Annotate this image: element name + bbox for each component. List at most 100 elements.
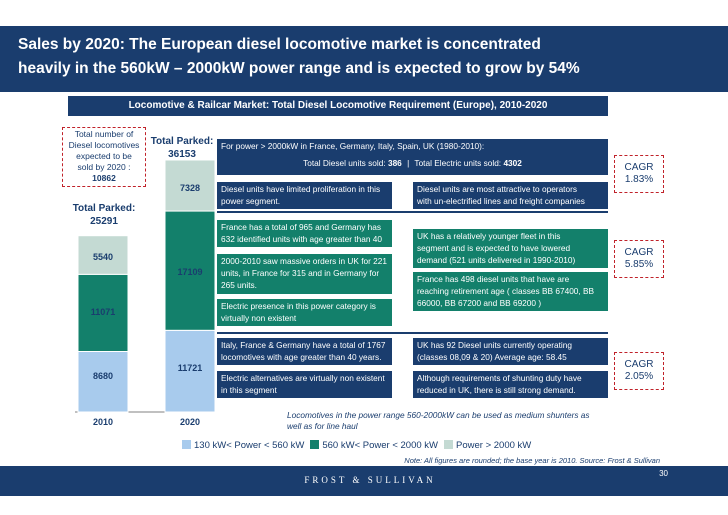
cagr-high-box [614, 155, 664, 193]
legend-item-mid: 560 kW< Power < 2000 kW [310, 440, 438, 451]
sold-by-2020-text: Total number of Diesel locomotives expec… [64, 129, 144, 184]
footer-brand: FROST & SULLIVAN [304, 475, 436, 485]
high-power-header: For power > 2000kW in France, Germany, I… [221, 141, 485, 151]
bar-2020-high [164, 159, 216, 212]
diesel-units-value: 386 [387, 158, 402, 168]
chart-subtitle: Locomotive & Railcar Market: Total Diese… [68, 96, 608, 116]
value-2010-mid: 11071 [90, 307, 116, 317]
mid-elec-line-1: Electric presence in this power category… [221, 301, 376, 311]
cagr-high: CAGR 1.83% [615, 162, 663, 186]
mid-france-line-2: 632 identified units with age greater th… [221, 234, 382, 244]
low-right1-box: UK has 92 Diesel units currently operati… [413, 338, 608, 365]
low-right2-box: Although requirements of shunting duty h… [413, 371, 608, 398]
high-power-units: Total Diesel units sold: 386 | Total Ele… [221, 157, 604, 169]
cagr-mid-value: 5.85% [624, 259, 654, 270]
total-2010-label: Total Parked: [72, 203, 136, 214]
sold-value: 10862 [92, 173, 116, 183]
cagr-low-box [614, 352, 664, 390]
mid-france-line-1: France has a total of 965 and Germany ha… [221, 222, 382, 232]
bar-2010-low [77, 350, 129, 413]
mid-uk-line-1: UK has a relatively younger fleet in thi… [417, 231, 561, 241]
low-left1-box: Italy, France & Germany have a total of … [217, 338, 392, 365]
sold-line-1: Total number of [74, 129, 134, 139]
mid-orders-line-3: 265 units. [221, 280, 257, 290]
low-right1-line-2: (classes 08,09 & 20) Average age: 58.45 [417, 352, 567, 362]
diesel-units-label: Total Diesel units sold: [303, 158, 386, 168]
footer-bar: FROST & SULLIVAN 30 [0, 466, 728, 496]
total-2020-value: 36153 [168, 149, 196, 160]
value-2010-high: 5540 [92, 252, 114, 262]
power-range-note: Locomotives in the power range 560-2000k… [287, 410, 617, 432]
note-line-1: Locomotives in the power range 560-2000k… [287, 410, 590, 420]
value-2020-mid: 17109 [177, 267, 203, 277]
high-right-line-1: Diesel units are most attractive to oper… [417, 184, 578, 194]
low-left2-box: Electric alternatives are virtually non … [217, 371, 392, 398]
mid-uk-line-3: demand (521 units delivered in 1990-2010… [417, 255, 576, 265]
note-line-2: well as for line haul [287, 421, 358, 431]
low-right1-line-1: UK has 92 Diesel units currently operati… [417, 340, 572, 350]
legend-swatch-low [182, 440, 191, 449]
low-right2-line-1: Although requirements of shunting duty h… [417, 373, 582, 383]
high-power-left-box: Diesel units have limited proliferation … [217, 182, 392, 209]
bar-2010-mid [77, 273, 129, 352]
value-2020-low: 11721 [177, 363, 203, 373]
legend-item-low: 130 kW< Power < 560 kW [182, 440, 304, 451]
legend-swatch-high [444, 440, 453, 449]
mid-france-retire-box: France has 498 diesel units that have ar… [413, 272, 608, 311]
title-line-2: heavily in the 560kW – 2000kW power rang… [18, 60, 580, 77]
sold-by-2020-box [62, 127, 146, 187]
electric-units-label: Total Electric units sold: [414, 158, 502, 168]
high-left-line-2: power segment. [221, 196, 281, 206]
mid-uk-line-2: segment and is expected to have lowered [417, 243, 571, 253]
bar-2020-low [164, 329, 216, 413]
value-2020-high: 7328 [179, 183, 201, 193]
high-power-divider [217, 211, 608, 213]
legend-item-high: Power > 2000 kW [444, 440, 531, 451]
mid-electric-box: Electric presence in this power category… [217, 299, 392, 326]
x-tick-2020: 2020 [179, 417, 201, 427]
low-left1-line-1: Italy, France & Germany have a total of … [221, 340, 386, 350]
low-left2-line-2: in this segment [221, 385, 277, 395]
page-number: 30 [659, 469, 668, 478]
cagr-high-label: CAGR [624, 162, 654, 173]
low-left2-line-1: Electric alternatives are virtually non … [221, 373, 385, 383]
bar-2010-high [77, 235, 129, 275]
sold-line-2: Diesel locomotives [68, 140, 140, 150]
electric-units-value: 4302 [503, 158, 522, 168]
cagr-low: CAGR 2.05% [615, 359, 663, 383]
x-tick-2010: 2010 [92, 417, 114, 427]
total-2010-value: 25291 [90, 216, 118, 227]
mid-orders-line-2: units, in France for 315 and in Germany … [221, 268, 380, 278]
value-2010-low: 8680 [92, 371, 114, 381]
sold-line-4: sold by 2020 : [77, 162, 131, 172]
legend-label-low: 130 kW< Power < 560 kW [194, 440, 305, 451]
title-line-1: Sales by 2020: The European diesel locom… [18, 36, 541, 53]
legend-label-high: Power > 2000 kW [456, 440, 532, 451]
mid-orders-line-1: 2000-2010 saw massive orders in UK for 2… [221, 256, 388, 266]
cagr-low-label: CAGR [624, 359, 654, 370]
mid-power-divider [217, 332, 608, 334]
sold-line-3: expected to be [76, 151, 132, 161]
cagr-high-value: 1.83% [624, 174, 654, 185]
high-left-line-1: Diesel units have limited proliferation … [221, 184, 381, 194]
mid-uk-box: UK has a relatively younger fleet in thi… [413, 229, 608, 268]
high-power-right-box: Diesel units are most attractive to oper… [413, 182, 608, 209]
legend-swatch-mid [310, 440, 320, 449]
low-left1-line-2: locomotives with age greater than 40 yea… [221, 352, 382, 362]
cagr-mid: CAGR 5.85% [615, 247, 663, 271]
units-separator: | [407, 158, 410, 168]
mid-fr-line-1: France has 498 diesel units that have ar… [417, 274, 570, 284]
low-right2-line-2: reduced in UK, there is still strong dem… [417, 385, 576, 395]
mid-orders-box: 2000-2010 saw massive orders in UK for 2… [217, 254, 392, 294]
slide-title: Sales by 2020: The European diesel locom… [0, 26, 728, 92]
legend-label-mid: 560 kW< Power < 2000 kW [322, 440, 438, 451]
total-2020-label: Total Parked: [150, 136, 214, 147]
mid-france-box: France has a total of 965 and Germany ha… [217, 220, 392, 247]
high-power-header-box: For power > 2000kW in France, Germany, I… [217, 139, 608, 175]
cagr-low-value: 2.05% [624, 371, 654, 382]
cagr-mid-box [614, 240, 664, 278]
high-right-line-2: with un-electrified lines and freight co… [417, 196, 585, 206]
chart-legend: 130 kW< Power < 560 kW 560 kW< Power < 20… [182, 440, 537, 451]
mid-fr-line-3: 66000, BB 67200 and BB 69200 ) [417, 298, 542, 308]
